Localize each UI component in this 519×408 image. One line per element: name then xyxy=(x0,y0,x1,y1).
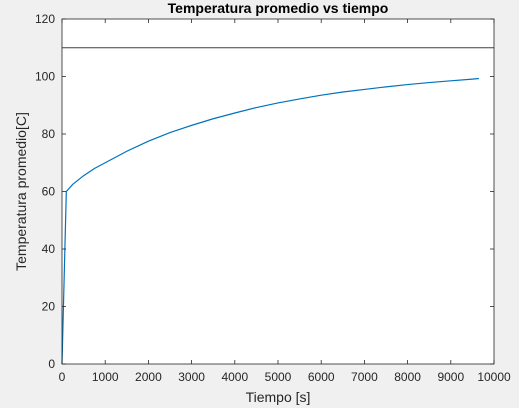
x-tick-label: 6000 xyxy=(308,370,335,384)
x-tick-label: 4000 xyxy=(221,370,248,384)
series-line-0 xyxy=(61,77,479,365)
y-tick-label: 60 xyxy=(42,185,56,199)
y-tick-label: 40 xyxy=(42,242,56,256)
y-tick-label: 120 xyxy=(35,12,55,26)
x-tick-label: 0 xyxy=(59,370,66,384)
chart-title: Temperatura promedio vs tiempo xyxy=(168,0,389,16)
x-axis-label: Tiempo [s] xyxy=(246,389,311,405)
x-tick-label: 9000 xyxy=(437,370,464,384)
y-tick-label: 0 xyxy=(48,357,55,371)
y-tick-label: 20 xyxy=(42,300,56,314)
x-tick-label: 8000 xyxy=(394,370,421,384)
x-tick-label: 10000 xyxy=(477,370,511,384)
y-axis-label: Temperatura promedio[C] xyxy=(13,112,29,271)
x-tick-label: 2000 xyxy=(135,370,162,384)
y-tick-label: 100 xyxy=(35,70,55,84)
x-tick-label: 7000 xyxy=(351,370,378,384)
y-tick-label: 80 xyxy=(42,127,56,141)
x-tick-label: 5000 xyxy=(265,370,292,384)
plot-area xyxy=(62,19,494,364)
x-tick-label: 1000 xyxy=(92,370,119,384)
x-tick-label: 3000 xyxy=(178,370,205,384)
